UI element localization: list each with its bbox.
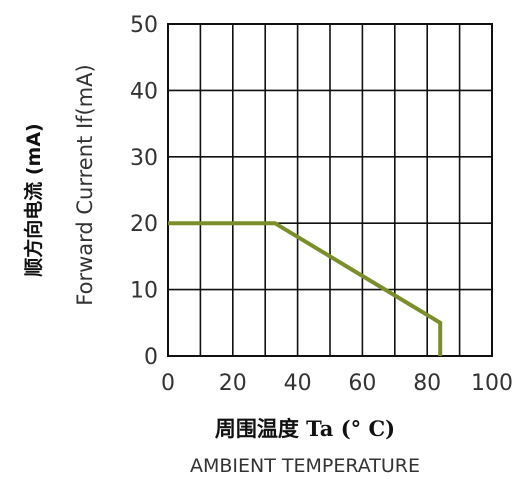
forward-current-curve: [168, 221, 443, 356]
y-axis-label-cn: 顺方向电流 (mA): [22, 123, 45, 277]
x-tick-label: 0: [161, 371, 175, 396]
y-axis-label: Forward Current If(mA): [73, 64, 97, 305]
y-tick-label: 10: [130, 279, 158, 304]
x-axis-label: AMBIENT TEMPERATURE: [190, 455, 420, 477]
y-tick-label: 20: [130, 212, 158, 237]
x-tick-labels: 0 20 40 60 80 100: [161, 371, 513, 396]
y-tick-label: 50: [130, 13, 158, 38]
grid: [168, 24, 492, 356]
x-tick-label: 40: [284, 371, 312, 396]
x-tick-label: 80: [413, 371, 441, 396]
y-tick-label: 0: [144, 345, 158, 370]
y-tick-label: 40: [130, 79, 158, 104]
y-tick-labels: 0 10 20 30 40 50: [130, 13, 158, 370]
x-tick-label: 20: [219, 371, 247, 396]
x-axis-label-cn: 周围温度 Ta (° C): [215, 416, 395, 441]
x-tick-label: 100: [471, 371, 513, 396]
y-tick-label: 30: [130, 146, 158, 171]
plot-frame: [167, 23, 493, 357]
x-tick-label: 60: [348, 371, 376, 396]
